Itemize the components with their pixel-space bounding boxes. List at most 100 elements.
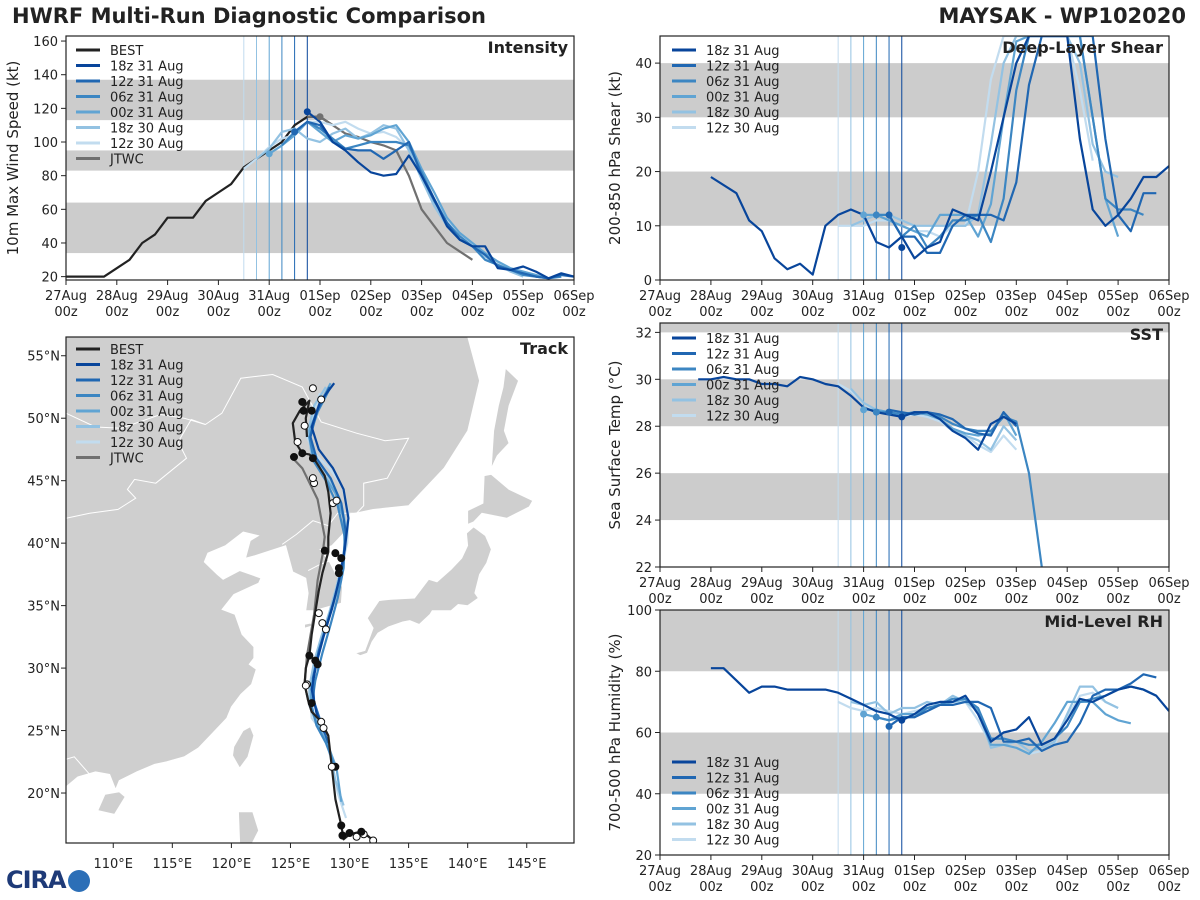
shear-legend-label: 12z 31 Aug — [706, 60, 780, 75]
rh-xtick-label-hour: 00z — [1056, 880, 1080, 895]
intensity-init-marker — [291, 128, 299, 136]
shear-xtick-label-date: 28Aug — [690, 289, 732, 304]
rh-init-marker — [885, 722, 893, 730]
luzon-island — [238, 811, 260, 843]
intensity-xtick-label-date: 28Aug — [96, 289, 138, 304]
intensity-xtick-label-hour: 00z — [410, 305, 434, 320]
shear-legend-label: 12z 30 Aug — [706, 122, 780, 137]
track-xtick-label: 140°E — [448, 857, 488, 872]
rh-ytick-label: 80 — [635, 665, 652, 680]
track-position-marker — [337, 821, 346, 830]
sst-xtick-label-hour: 00z — [699, 592, 723, 607]
intensity-xtick-label-hour: 00z — [207, 305, 231, 320]
sst-xtick-label-hour: 00z — [1005, 592, 1029, 607]
shear-xtick-label-date: 03Sep — [996, 289, 1037, 304]
track-position-marker — [307, 406, 316, 415]
sst-init-marker — [860, 406, 868, 414]
sst-init-marker — [872, 408, 880, 416]
rh-xtick-label-date: 04Sep — [1047, 864, 1088, 879]
track-position-marker — [327, 762, 336, 771]
shear-init-marker — [860, 211, 868, 219]
intensity-legend-label: 00z 31 Aug — [110, 106, 184, 121]
intensity-title: Intensity — [488, 38, 569, 57]
rh-xtick-label-hour: 00z — [1005, 880, 1029, 895]
track-position-marker — [298, 397, 307, 406]
track-position-marker — [369, 836, 378, 843]
shear-series-line — [850, 36, 1119, 227]
sst-legend-label: 06z 31 Aug — [706, 363, 780, 378]
intensity-series-line — [306, 110, 574, 280]
track-xtick-label: 145°E — [507, 857, 547, 872]
sst-ytick-label: 30 — [635, 373, 652, 388]
intensity-series-group — [66, 108, 574, 280]
shear-xtick-label-hour: 00z — [801, 305, 825, 320]
rh-xtick-label-date: 03Sep — [996, 864, 1037, 879]
intensity-xtick-label-date: 27Aug — [45, 289, 87, 304]
intensity-legend-label: BEST — [110, 44, 143, 59]
track-position-marker — [308, 474, 317, 483]
shear-init-marker — [885, 211, 893, 219]
sst-ytick-label: 32 — [635, 326, 652, 341]
track-position-marker — [299, 406, 308, 415]
shear-xtick-label-date: 04Sep — [1047, 289, 1088, 304]
track-map-group — [66, 337, 574, 843]
intensity-init-marker — [316, 113, 324, 121]
intensity-xtick-label-date: 01Sep — [299, 289, 340, 304]
track-ytick-label: 25°N — [27, 725, 60, 740]
figure-title: HWRF Multi-Run Diagnostic Comparison — [12, 4, 487, 28]
sst-xtick-label-date: 01Sep — [894, 576, 935, 591]
rh-series-line — [863, 697, 1132, 756]
track-line — [310, 382, 350, 734]
shear-xtick-label-date: 05Sep — [1098, 289, 1139, 304]
shear-legend-label: 18z 30 Aug — [706, 106, 780, 121]
intensity-xtick-label-date: 30Aug — [197, 289, 239, 304]
track-xtick-label: 125°E — [271, 857, 311, 872]
japan-honshu — [354, 526, 492, 657]
shear-series-line — [876, 36, 1144, 249]
sst-legend-label: 12z 31 Aug — [706, 348, 780, 363]
rh-ylabel: 700-500 hPa Humidity (%) — [606, 633, 624, 831]
shear-xtick-label-date: 06Sep — [1148, 289, 1189, 304]
sst-ytick-label: 28 — [635, 420, 652, 435]
track-legend-label: 18z 31 Aug — [110, 359, 184, 374]
rh-xtick-label-date: 31Aug — [843, 864, 885, 879]
track-position-marker — [305, 651, 314, 660]
intensity-xtick-label-date: 29Aug — [147, 289, 189, 304]
rh-init-marker — [872, 713, 880, 721]
sst-xtick-label-date: 03Sep — [996, 576, 1037, 591]
intensity-legend-label: 12z 31 Aug — [110, 75, 184, 90]
jeju-island — [304, 622, 314, 629]
track-position-marker — [345, 829, 354, 838]
track-legend-label: 12z 31 Aug — [110, 374, 184, 389]
track-legend-label: 06z 31 Aug — [110, 390, 184, 405]
track-position-marker — [300, 421, 309, 430]
track-position-marker — [332, 496, 341, 505]
sakhalin-island — [490, 367, 519, 469]
sst-ytick-label: 26 — [635, 467, 652, 482]
shear-legend-label: 06z 31 Aug — [706, 75, 780, 90]
shear-panel: 01020304027Aug00z28Aug00z29Aug00z30Aug00… — [606, 35, 1190, 320]
rh-xtick-label-date: 05Sep — [1098, 864, 1139, 879]
rh-series-group — [710, 667, 1169, 756]
shear-ylabel: 200-850 hPa Shear (kt) — [606, 71, 624, 245]
intensity-xtick-label-date: 05Sep — [503, 289, 544, 304]
rh-legend-label: 12z 31 Aug — [706, 772, 780, 787]
intensity-xtick-label-hour: 00z — [54, 305, 78, 320]
hainan-island — [97, 791, 126, 815]
sst-series-line — [698, 375, 1017, 451]
shear-xtick-label-date: 31Aug — [843, 289, 885, 304]
intensity-ytick-label: 140 — [33, 69, 58, 84]
track-position-marker — [321, 625, 330, 634]
shear-ytick-label: 40 — [635, 57, 652, 72]
intensity-ytick-label: 120 — [33, 102, 58, 117]
shear-init-marker — [898, 243, 906, 251]
track-position-marker — [331, 549, 340, 558]
rh-xtick-label-hour: 00z — [801, 880, 825, 895]
track-position-marker — [357, 827, 366, 836]
intensity-ytick-label: 80 — [41, 170, 58, 185]
intensity-xtick-label-date: 06Sep — [553, 289, 594, 304]
track-legend-label: 18z 30 Aug — [110, 421, 184, 436]
sst-xtick-label-date: 27Aug — [639, 576, 681, 591]
sst-band — [660, 379, 1169, 427]
